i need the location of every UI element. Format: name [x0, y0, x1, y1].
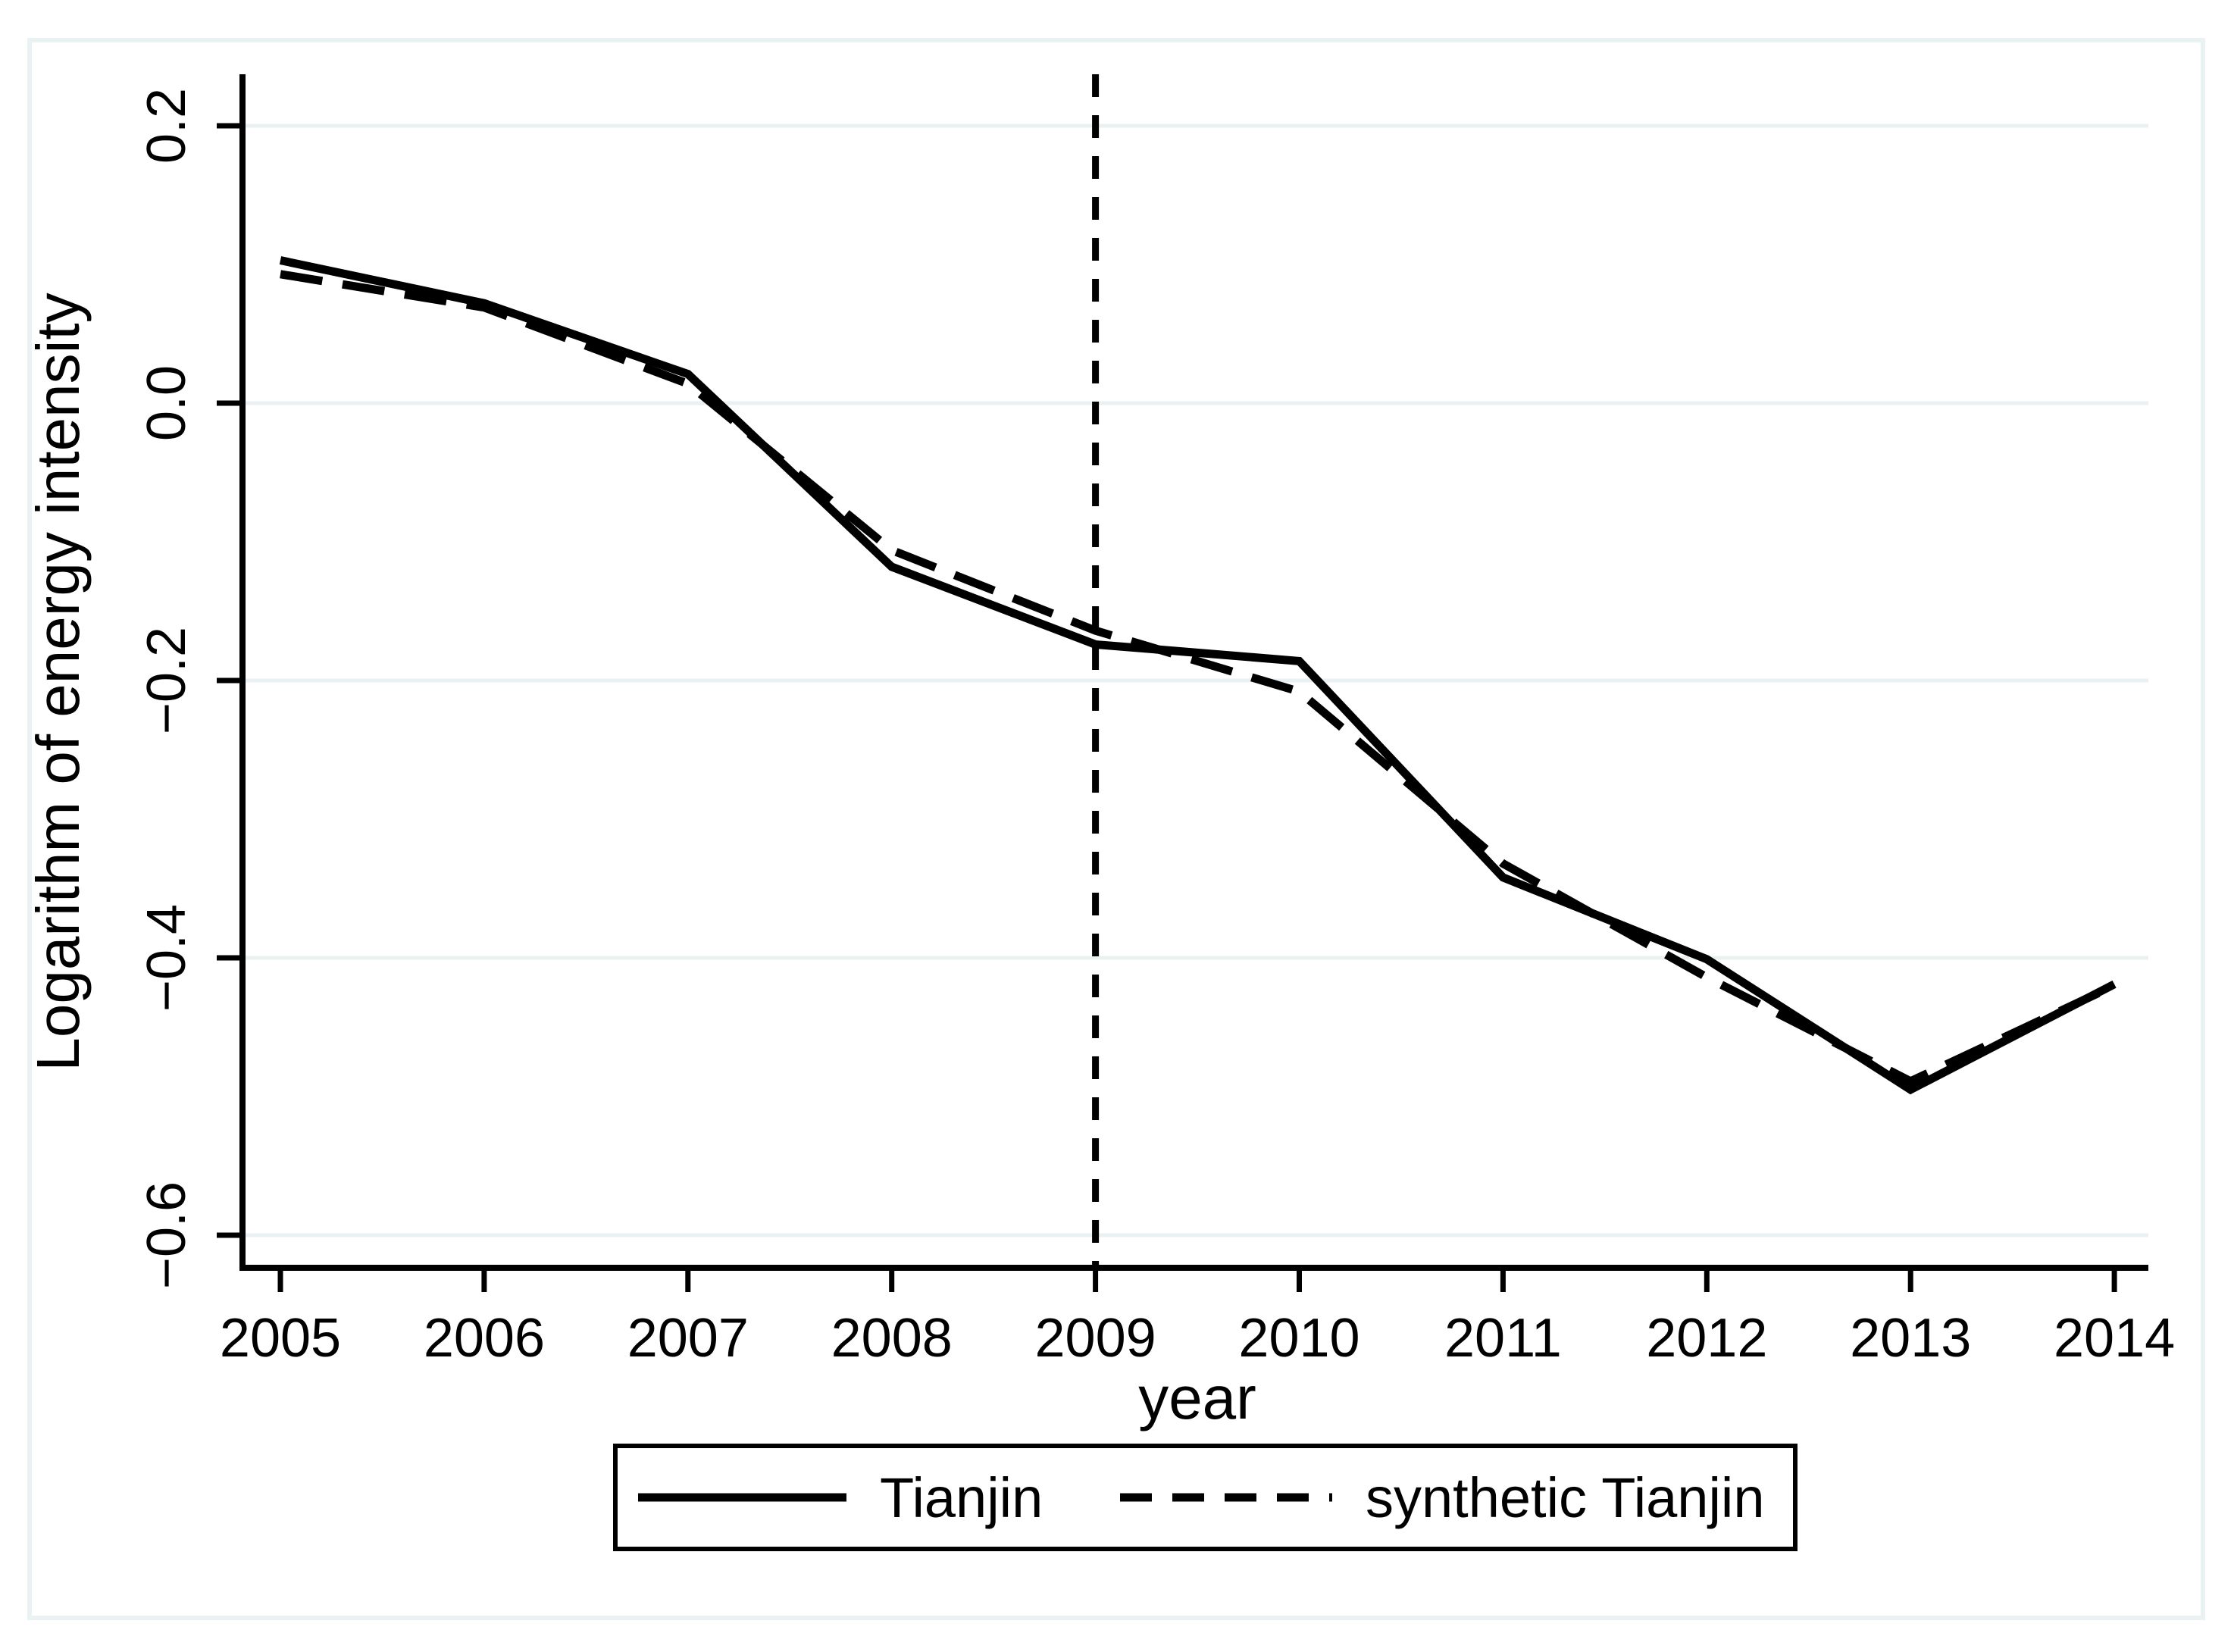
y-tick-label: 0.2 [136, 88, 197, 164]
x-axis-title: year [1138, 1364, 1256, 1431]
gridlines-group [242, 124, 2148, 1237]
series-line-tianjin [279, 256, 2117, 1095]
series-lines-group [279, 256, 2117, 1095]
x-tick-label: 2010 [1238, 1308, 1359, 1369]
tick-labels-group: 0.2 0.0 −0.2 −0.4 −0.6 2005 2006 2007 2008 2009 20… [136, 88, 2175, 1369]
series-line-synthetic-tianjin [280, 270, 2117, 1086]
x-tick-label: 2009 [1035, 1308, 1156, 1369]
y-tick-label: −0.6 [136, 1181, 197, 1289]
legend-label-synthetic-tianjin: synthetic Tianjin [1366, 1466, 1765, 1529]
x-tick-label: 2008 [831, 1308, 953, 1369]
y-axis-title: Logarithm of energy intensity [24, 293, 92, 1071]
x-tick-label: 2007 [627, 1308, 749, 1369]
x-tick-label: 2006 [424, 1308, 545, 1369]
axes-group [239, 74, 2148, 1271]
legend-label-tianjin: Tianjin [880, 1466, 1043, 1529]
x-tick-label: 2011 [1444, 1308, 1562, 1369]
graph-region-frame [27, 38, 2205, 1620]
y-tick-label: 0.0 [136, 365, 197, 441]
x-tick-label: 2005 [220, 1308, 341, 1369]
y-tick-label: −0.4 [136, 904, 197, 1012]
ticks-group [217, 123, 2117, 1292]
y-tick-label: −0.2 [136, 627, 197, 734]
x-tick-label: 2014 [2054, 1308, 2175, 1369]
legend: Tianjin synthetic Tianjin [613, 1444, 1798, 1551]
x-tick-label: 2012 [1646, 1308, 1767, 1369]
x-tick-label: 2013 [1850, 1308, 1971, 1369]
